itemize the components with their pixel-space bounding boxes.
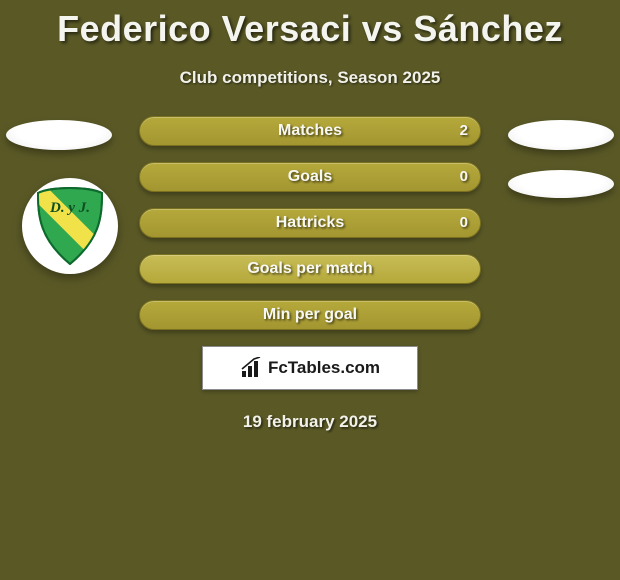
- source-logo: FcTables.com: [202, 346, 418, 390]
- stat-row: Hattricks0: [139, 208, 481, 238]
- bar-chart-icon: [240, 357, 264, 379]
- comparison-stage: D. y J. Matches2Goals0Hattricks0Goals pe…: [0, 116, 620, 432]
- shield-icon: D. y J.: [36, 187, 104, 265]
- stat-value: 2: [460, 117, 468, 145]
- badge-initials: D. y J.: [49, 200, 90, 216]
- stat-row: Min per goal: [139, 300, 481, 330]
- stat-rows: Matches2Goals0Hattricks0Goals per matchM…: [139, 116, 481, 330]
- stat-row: Goals0: [139, 162, 481, 192]
- stat-value: 0: [460, 209, 468, 237]
- stat-label: Goals: [140, 163, 480, 191]
- stat-row: Matches2: [139, 116, 481, 146]
- player-left-placeholder: [6, 120, 112, 150]
- club-badge: D. y J.: [22, 178, 118, 274]
- page-title: Federico Versaci vs Sánchez: [0, 0, 620, 50]
- date-text: 19 february 2025: [0, 412, 620, 432]
- source-logo-text: FcTables.com: [268, 358, 380, 378]
- stat-value: 0: [460, 163, 468, 191]
- player-right-placeholder-2: [508, 170, 614, 198]
- subtitle: Club competitions, Season 2025: [0, 68, 620, 88]
- stat-label: Min per goal: [140, 301, 480, 329]
- stat-label: Goals per match: [140, 255, 480, 283]
- player-right-placeholder-1: [508, 120, 614, 150]
- stat-label: Hattricks: [140, 209, 480, 237]
- stat-label: Matches: [140, 117, 480, 145]
- stat-row: Goals per match: [139, 254, 481, 284]
